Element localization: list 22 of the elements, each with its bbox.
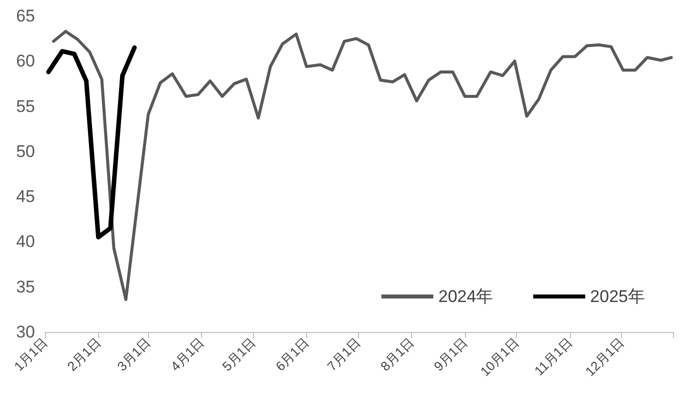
x-tick-label: 4月1日: [168, 334, 207, 374]
y-tick-label: 45: [16, 187, 35, 206]
x-tick-label: 12月1日: [582, 334, 627, 380]
y-tick-label: 65: [16, 6, 35, 26]
x-tick-label: 10月1日: [477, 334, 522, 380]
x-tick-label: 8月1日: [378, 334, 417, 374]
y-tick-label: 40: [16, 232, 35, 252]
x-tick-label: 9月1日: [430, 334, 470, 374]
x-tick-label: 7月1日: [324, 334, 364, 374]
legend-label: 2024年: [438, 287, 494, 306]
line-series: [46, 45, 137, 240]
y-tick-label: 50: [16, 142, 35, 161]
x-tick-label: 11月1日: [531, 334, 576, 378]
y-tick-label: 55: [16, 96, 35, 116]
x-tick-label: 6月1日: [272, 334, 312, 374]
y-tick-label: 30: [16, 322, 35, 342]
y-tick-label: 60: [16, 52, 35, 71]
x-tick-label: 5月1日: [219, 334, 258, 374]
x-tick-label: 3月1日: [114, 334, 154, 374]
legend-label: 2025年: [590, 287, 646, 306]
y-tick-label: 35: [16, 277, 35, 296]
x-tick-label: 2月1日: [64, 334, 104, 374]
